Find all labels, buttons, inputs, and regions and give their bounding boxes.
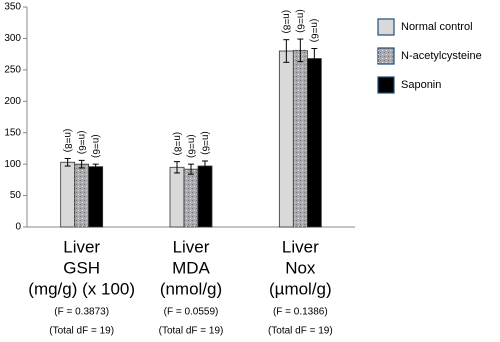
- bar: [278, 50, 294, 228]
- x-tick-label: (mg/g) (x 100): [28, 279, 135, 298]
- error-bar: [202, 160, 208, 172]
- sample-size-label: (n=8): [62, 129, 73, 153]
- sample-size-label: (n=6): [295, 9, 306, 33]
- y-tick-label: 150: [4, 127, 21, 138]
- x-tick-label: Liver: [282, 237, 319, 256]
- bar-texture: [74, 164, 89, 227]
- x-tick-label: Liver: [173, 237, 210, 256]
- category-note: (Total dF = 19): [159, 326, 224, 337]
- y-tick-label: 250: [4, 64, 21, 75]
- y-tick-label: 200: [4, 96, 21, 107]
- error-bar: [283, 39, 290, 63]
- sample-size-label: (n=6): [309, 19, 320, 43]
- y-tick-label: 100: [4, 159, 21, 170]
- sample-size-label: (n=8): [281, 10, 292, 34]
- sample-size-label: (n=6): [90, 134, 101, 158]
- y-tick-label: 50: [10, 190, 22, 201]
- bar: [306, 58, 322, 228]
- y-tick-label: 300: [4, 33, 21, 44]
- legend-swatch: [377, 18, 395, 36]
- error-bar: [64, 157, 71, 167]
- category-note: (F = 0.3873): [54, 307, 109, 318]
- x-tick-label: Nox: [285, 258, 316, 277]
- x-tick-label: Liver: [63, 237, 100, 256]
- y-tick-label: 0: [15, 222, 21, 233]
- error-bar: [174, 161, 180, 174]
- sample-size-label: (n=6): [76, 131, 87, 155]
- sample-size-label: (n=6): [199, 131, 210, 155]
- error-bar: [78, 159, 85, 169]
- sample-size-label: (n=6): [185, 134, 196, 158]
- legend-label: Saponin: [401, 79, 441, 91]
- bar: [60, 161, 76, 228]
- x-tick-label: (µmol/g): [269, 279, 332, 298]
- category-note: (F = 0.0559): [164, 307, 219, 318]
- x-tick-label: GSH: [63, 258, 100, 277]
- legend-label: Normal control: [401, 21, 473, 33]
- legend-label: N-acetylcysteine: [401, 50, 482, 62]
- bar-texture: [184, 169, 198, 227]
- error-bar: [311, 47, 318, 70]
- bar: [169, 166, 185, 228]
- error-bar: [188, 163, 194, 175]
- bar: [197, 165, 213, 228]
- category-note: (Total dF = 19): [268, 326, 333, 337]
- legend-swatch: [377, 76, 395, 94]
- error-bar: [297, 38, 304, 63]
- error-bar: [92, 163, 99, 170]
- bar: [88, 166, 104, 228]
- legend-texture: [378, 48, 394, 64]
- x-tick-label: MDA: [172, 258, 210, 277]
- y-tick-label: 350: [4, 2, 21, 13]
- x-tick-label: (nmol/g): [160, 279, 222, 298]
- bar-texture: [293, 50, 308, 227]
- category-note: (F = 0.1386): [273, 307, 328, 318]
- category-note: (Total dF = 19): [49, 326, 114, 337]
- sample-size-label: (n=8): [171, 132, 182, 156]
